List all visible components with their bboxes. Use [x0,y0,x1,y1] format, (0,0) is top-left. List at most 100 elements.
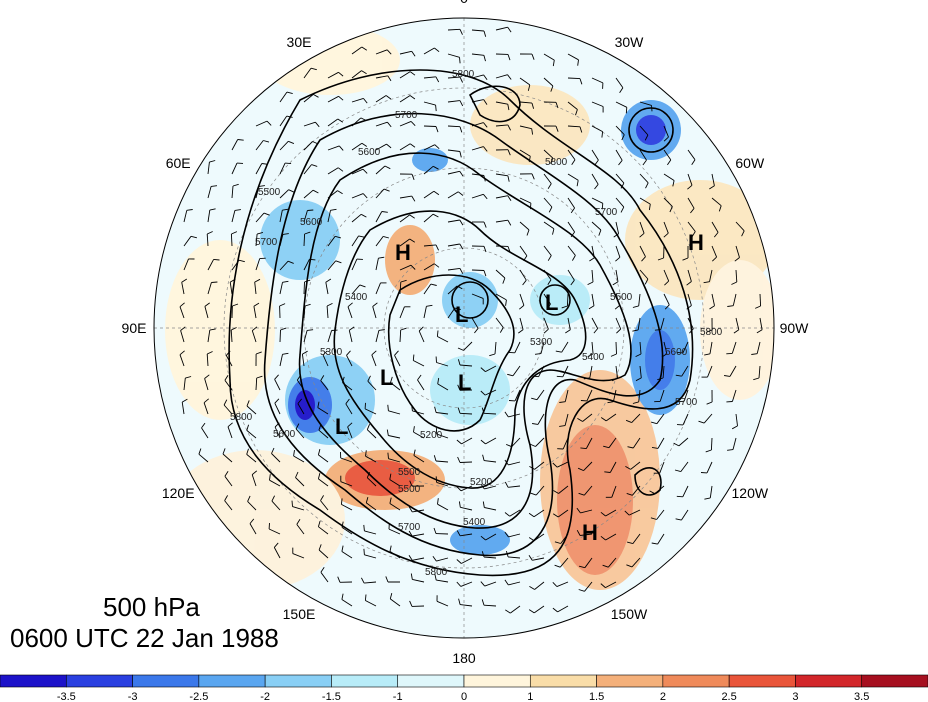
wind-barb [706,461,713,474]
wind-barb [729,365,737,377]
wind-barb [279,140,289,151]
wind-barb [534,461,545,470]
wind-barb-flag [507,246,511,253]
wind-barb-flag [571,159,576,166]
wind-barb [471,99,484,103]
wind-barb-flag [181,278,188,283]
wind-barb-flag [676,351,683,354]
wind-barb [255,212,265,223]
wind-barb [375,258,379,271]
wind-barb [510,605,521,614]
wind-barb [413,455,425,463]
wind-barb-flag [209,328,216,331]
wind-barb [365,455,377,463]
wind-barb [663,173,675,181]
wind-barb-flag [575,109,578,116]
wind-barb-flag [338,145,344,151]
wind-barb [303,233,306,247]
wind-barb-flag [691,159,696,166]
wind-barb-flag [504,531,509,538]
wind-barb [447,28,461,31]
wind-barb [589,365,593,378]
wind-barb [567,245,576,256]
wind-barb-flag [713,232,719,238]
colorbar-box [331,674,399,688]
wind-barb-flag [201,422,206,429]
wind-barb-flag [408,530,413,537]
wind-barb [231,139,239,151]
colorbar-box [861,674,928,688]
wind-barb [483,412,497,415]
contour-label: 5800 [700,327,723,338]
wind-barb-flag [255,351,262,355]
wind-barb-flag [434,144,440,150]
wind-barb [615,77,624,89]
wind-barb-flag [207,351,213,355]
longitude-label: 30E [287,34,312,50]
wind-barb [519,197,532,204]
wind-barb-flag [224,495,228,501]
wind-barb [759,317,763,330]
wind-barb [471,173,484,176]
wind-barb [735,413,738,426]
wind-barb-flag [626,564,633,568]
wind-barb-flag [295,471,299,478]
wind-barb-flag [313,94,319,98]
wind-barb [561,341,569,353]
wind-barb-flag [650,421,658,425]
wind-barb-flag [409,600,413,607]
wind-barb-flag [282,233,289,235]
wind-barb [508,533,521,538]
wind-barb-flag [341,521,344,528]
wind-barb [559,557,569,568]
wind-barb [399,281,402,295]
wind-barb [605,413,617,422]
wind-barb-flag [432,555,437,562]
wind-barb-flag [286,91,293,95]
wind-barb [519,269,527,281]
wind-barb-flag [529,443,536,447]
pressure-centers: H H H L L L L L [335,230,704,545]
wind-barb-flag [522,279,527,286]
wind-barb-flag [437,498,439,505]
high-center-atlantic: H [688,230,704,255]
wind-barb-flag [552,60,555,67]
wind-barb-flag [675,518,682,521]
wind-barb-flag [386,49,392,55]
wind-barb [485,365,497,372]
wind-barb-flag [547,183,552,189]
wind-barb [268,528,281,535]
wind-barb-flag [480,581,486,587]
wind-barb-flag [435,105,437,112]
wind-barb-flag [412,354,415,361]
wind-barb-flag [505,550,509,558]
wind-barb-flag [410,573,413,580]
contour-label: 5600 [665,347,688,358]
wind-barb-flag [580,447,587,450]
wind-barb [663,149,672,161]
wind-barb-flag [387,121,392,128]
wind-barb [435,460,449,463]
wind-barb-flag [600,511,606,517]
wind-barb-flag [288,189,295,193]
wind-barb [584,581,593,592]
wind-barb [543,173,552,184]
wind-barb-flag [625,107,628,114]
wind-barb-flag [413,449,416,456]
longitude-label: 60E [166,155,191,171]
wind-barb-flag [322,350,328,356]
wind-barb [341,551,353,559]
wind-barb-flag [225,350,231,356]
wind-barb [519,125,532,130]
wind-barb-flag [577,418,583,422]
wind-barb [279,282,283,295]
wind-barb-flag [330,208,337,211]
wind-barb [591,173,599,185]
wind-barb [269,479,281,487]
wind-barb [399,95,411,103]
wind-barb-flag [504,579,509,586]
wind-barb [303,259,310,271]
wind-barb-flag [642,159,647,166]
wind-barb-flag [435,76,440,83]
wind-barb [327,210,331,223]
